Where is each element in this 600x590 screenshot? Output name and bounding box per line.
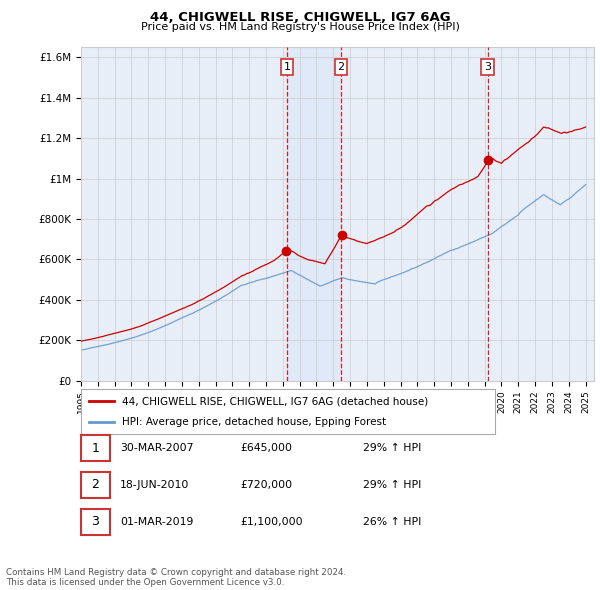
Text: 2: 2 bbox=[91, 478, 100, 491]
Text: 44, CHIGWELL RISE, CHIGWELL, IG7 6AG: 44, CHIGWELL RISE, CHIGWELL, IG7 6AG bbox=[149, 11, 451, 24]
Text: Contains HM Land Registry data © Crown copyright and database right 2024.
This d: Contains HM Land Registry data © Crown c… bbox=[6, 568, 346, 587]
Text: 1: 1 bbox=[284, 62, 290, 72]
Text: Price paid vs. HM Land Registry's House Price Index (HPI): Price paid vs. HM Land Registry's House … bbox=[140, 22, 460, 32]
Text: 29% ↑ HPI: 29% ↑ HPI bbox=[363, 444, 421, 453]
Text: 18-JUN-2010: 18-JUN-2010 bbox=[120, 480, 190, 490]
Text: £720,000: £720,000 bbox=[240, 480, 292, 490]
Text: 30-MAR-2007: 30-MAR-2007 bbox=[120, 444, 193, 453]
Text: 26% ↑ HPI: 26% ↑ HPI bbox=[363, 517, 421, 526]
Text: 3: 3 bbox=[484, 62, 491, 72]
Text: 2: 2 bbox=[337, 62, 344, 72]
Text: 1: 1 bbox=[91, 442, 100, 455]
Bar bbox=[287, 47, 341, 381]
Text: 01-MAR-2019: 01-MAR-2019 bbox=[120, 517, 193, 526]
Text: 44, CHIGWELL RISE, CHIGWELL, IG7 6AG (detached house): 44, CHIGWELL RISE, CHIGWELL, IG7 6AG (de… bbox=[122, 396, 428, 407]
Text: 3: 3 bbox=[91, 515, 100, 528]
Text: HPI: Average price, detached house, Epping Forest: HPI: Average price, detached house, Eppi… bbox=[122, 417, 386, 427]
Text: £645,000: £645,000 bbox=[240, 444, 292, 453]
Text: 29% ↑ HPI: 29% ↑ HPI bbox=[363, 480, 421, 490]
Text: £1,100,000: £1,100,000 bbox=[240, 517, 302, 526]
